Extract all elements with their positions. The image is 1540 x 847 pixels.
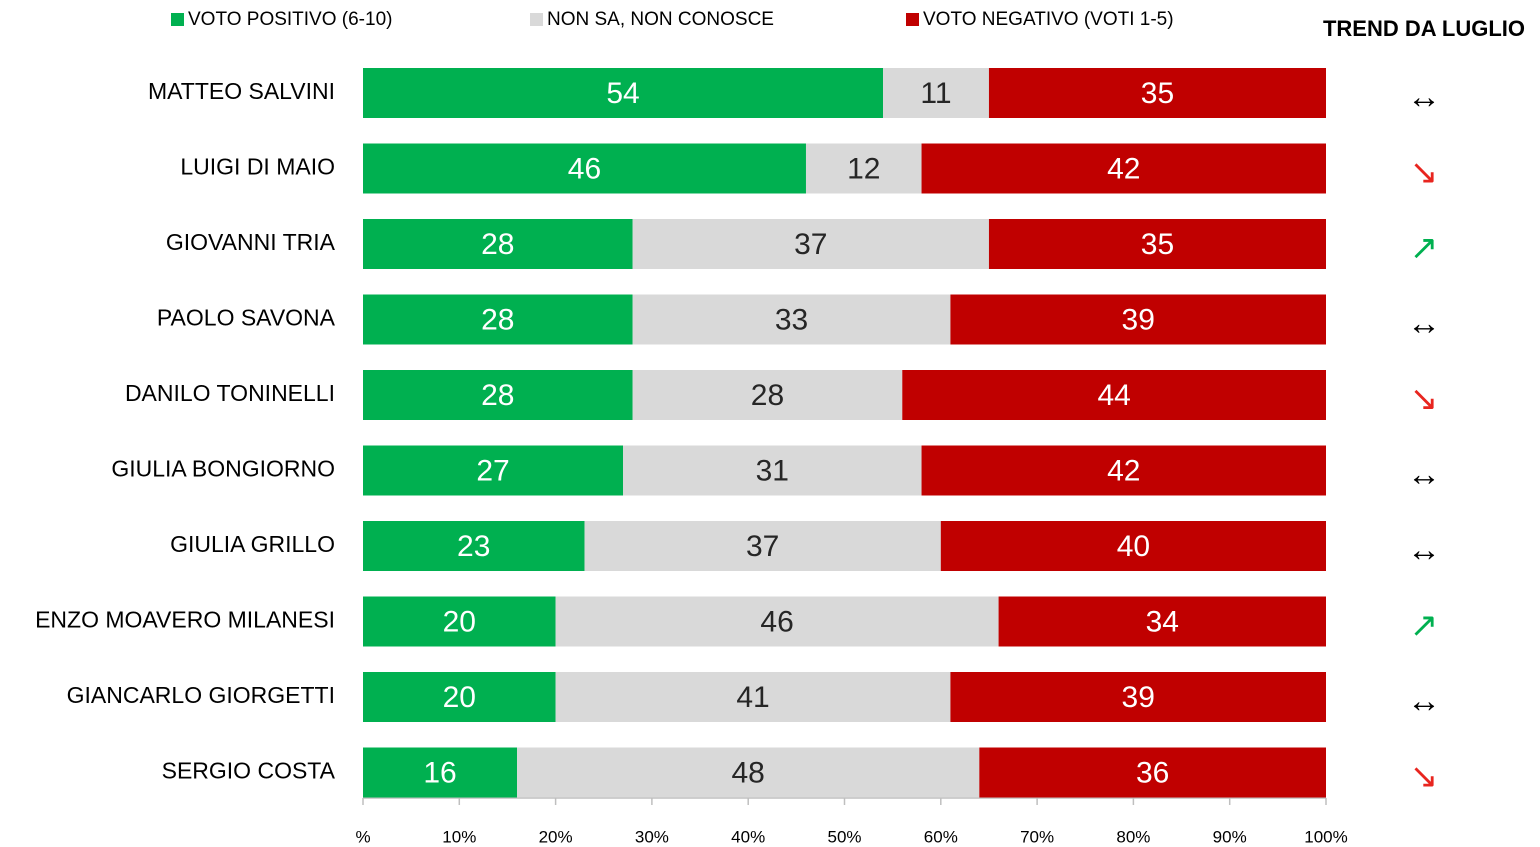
trend-title: TREND DA LUGLIO [1323,16,1525,41]
data-label: 40 [1117,530,1150,563]
bar-segment [363,68,884,118]
x-tick-label: 100% [1304,827,1347,846]
bar-segment [988,68,1326,118]
data-label: 28 [481,228,514,261]
x-tick-label: % [355,827,370,846]
trend-arrow: ↔ [1407,682,1441,720]
category-label: PAOLO SAVONA [157,305,336,331]
bar-segment [805,143,922,194]
data-label: 16 [423,756,456,789]
data-label: 37 [746,530,779,563]
trend-arrow: ↘ [1410,757,1439,795]
bar-segment [883,68,989,118]
data-label: 44 [1097,379,1130,412]
category-label: DANILO TONINELLI [125,380,335,406]
bar-segment [632,370,903,420]
data-label: 34 [1146,605,1179,638]
legend-label: VOTO POSITIVO (6-10) [188,9,392,30]
data-label: 35 [1141,228,1174,261]
data-label: 46 [568,152,601,185]
data-label: 46 [760,605,793,638]
legend-swatch [171,13,184,26]
bar-segment [950,294,1326,345]
bar-segment [363,370,633,420]
category-label: ENZO MOAVERO MILANESI [35,607,335,633]
data-label: 39 [1122,303,1155,336]
bar-segment [998,596,1326,647]
data-label: 31 [756,454,789,487]
bar-segment [363,747,518,798]
bar-segment [363,521,585,571]
bar-segment [517,747,980,798]
trend-arrow: ↗ [1410,606,1439,644]
data-label: 12 [847,152,880,185]
bar-segment [363,672,556,722]
legend-swatch [530,13,543,26]
data-label: 54 [606,77,639,110]
bar-segment [363,445,624,496]
trend-arrow: ↘ [1410,380,1439,418]
x-tick-label: 10% [442,827,476,846]
x-tick-label: 80% [1116,827,1150,846]
data-label: 42 [1107,454,1140,487]
data-label: 41 [736,681,769,714]
trend-arrow: ↔ [1407,455,1441,493]
bar-segment [988,219,1326,269]
trend-arrow: ↔ [1407,78,1441,116]
data-label: 11 [920,77,951,110]
data-label: 23 [457,530,490,563]
bar-segment [632,219,989,269]
trend-arrow: ↔ [1407,304,1441,342]
data-label: 36 [1136,756,1169,789]
x-tick-label: 40% [731,827,765,846]
bar-segment [632,294,951,345]
category-label: GIULIA BONGIORNO [111,456,335,482]
bar-segment [555,672,951,722]
x-tick-label: 20% [539,827,573,846]
bar-segment [623,445,922,496]
data-label: 20 [443,605,476,638]
data-label: 48 [732,756,765,789]
data-label: 35 [1141,77,1174,110]
x-tick-label: 30% [635,827,669,846]
bar-segment [921,445,1326,496]
bar-segment [363,143,806,194]
category-label: GIANCARLO GIORGETTI [67,682,335,708]
bar-segment [363,219,633,269]
bar-segment [950,672,1326,722]
category-label: SERGIO COSTA [162,758,336,784]
bar-segment [902,370,1326,420]
x-tick-label: 50% [827,827,861,846]
data-label: 33 [775,303,808,336]
data-label: 39 [1122,681,1155,714]
data-label: 28 [481,379,514,412]
x-tick-label: 70% [1020,827,1054,846]
data-label: 28 [481,303,514,336]
bar-segment [979,747,1326,798]
bar-segment [363,596,556,647]
data-label: 42 [1107,152,1140,185]
bar-segment [940,521,1326,571]
trend-arrow: ↘ [1410,153,1439,191]
category-label: GIULIA GRILLO [170,531,335,557]
bar-segment [555,596,999,647]
category-label: LUIGI DI MAIO [180,154,335,180]
data-label: 28 [751,379,784,412]
legend-swatch [906,13,919,26]
bar-segment [921,143,1326,194]
bar-segment [584,521,941,571]
trend-arrow: ↔ [1407,531,1441,569]
data-label: 27 [476,454,509,487]
category-label: MATTEO SALVINI [148,78,335,104]
x-tick-label: 60% [924,827,958,846]
data-label: 37 [794,228,827,261]
category-label: GIOVANNI TRIA [166,229,336,255]
trend-arrow: ↗ [1410,229,1439,267]
legend-label: VOTO NEGATIVO (VOTI 1-5) [923,9,1174,30]
data-label: 20 [443,681,476,714]
legend-label: NON SA, NON CONOSCE [547,9,774,30]
bar-segment [363,294,633,345]
x-tick-label: 90% [1213,827,1247,846]
